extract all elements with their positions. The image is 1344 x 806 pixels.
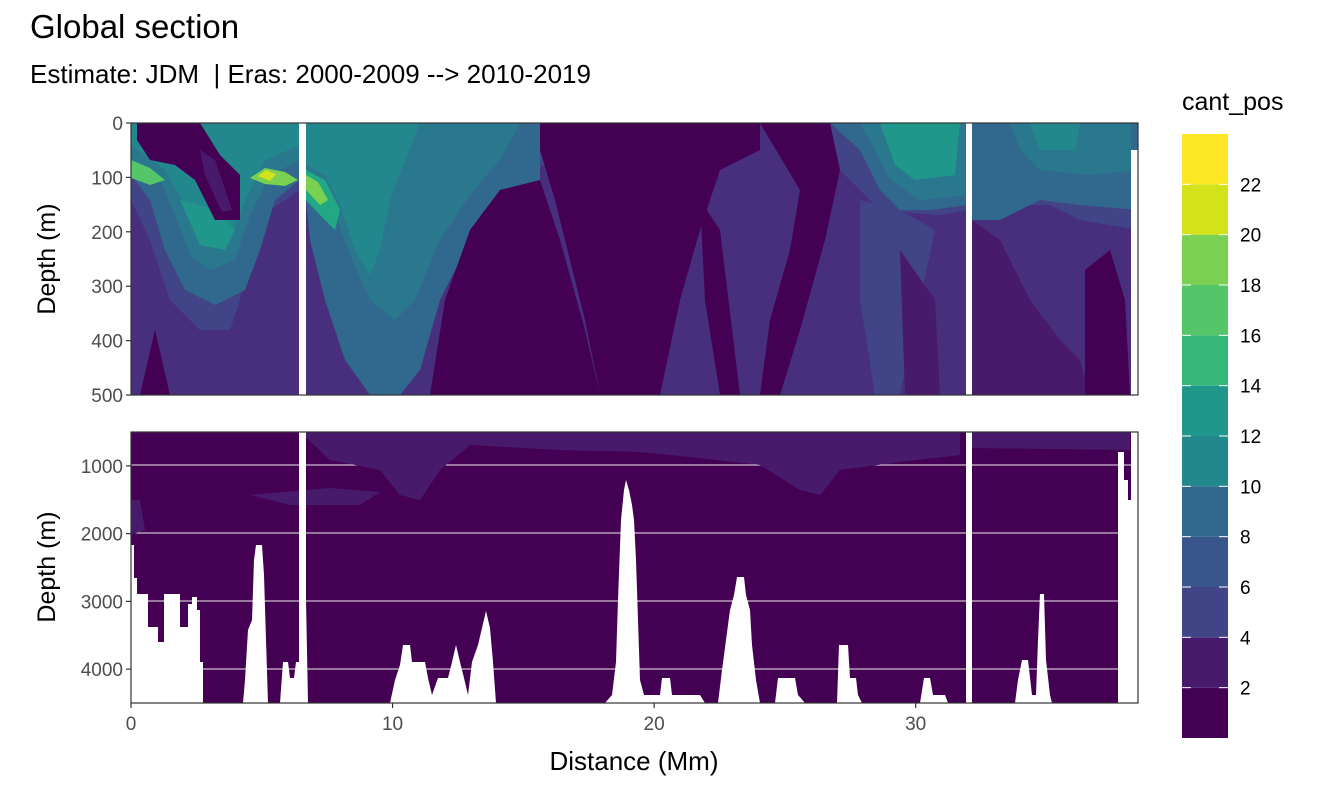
- colorbar-swatch: [1182, 587, 1228, 638]
- lower-gap-1: [299, 432, 306, 703]
- bathy-28mm: [837, 645, 862, 703]
- colorbar-swatch: [1182, 134, 1228, 185]
- colorbar-title: cant_pos: [1182, 88, 1283, 116]
- chart-subtitle: Estimate: JDM | Eras: 2000-2009 --> 2010…: [30, 59, 591, 89]
- colorbar-tick-label: 20: [1240, 226, 1261, 247]
- upper-band-mid-12: [306, 123, 420, 275]
- bathy-6mm: [280, 662, 300, 703]
- bathy-east-slope: [1118, 432, 1138, 703]
- bathymetry: [131, 432, 1138, 703]
- upper-central-column: [605, 180, 660, 395]
- upper-gap-2: [966, 123, 972, 395]
- upper-band-east-6: [860, 200, 935, 395]
- upper-gap-1: [299, 123, 306, 395]
- y-tick-label: 400: [91, 332, 123, 353]
- y-tick-label: 0: [112, 114, 123, 135]
- colorbar-tick-label: 6: [1240, 578, 1251, 599]
- upper-central-dome: [430, 180, 600, 395]
- colorbar-tick-label: 14: [1240, 377, 1262, 398]
- upper-edge-top: [1131, 123, 1138, 150]
- lower-panel: [131, 432, 1138, 703]
- bathy-31mm: [920, 678, 948, 703]
- colorbar-tick-label: 16: [1240, 326, 1261, 347]
- x-tick-label: 30: [905, 714, 926, 735]
- lower-west-patch: [131, 500, 145, 535]
- y-tick-label: 200: [91, 223, 123, 244]
- colorbar-swatch: [1182, 687, 1228, 738]
- colorbar: 2 4 6 8 10 12 14 16 18 20 22: [1182, 134, 1262, 738]
- upper-central-column-2: [700, 200, 740, 395]
- chart-title: Global section: [30, 8, 240, 45]
- lower-y-axis: 1000 2000 3000 4000: [81, 457, 131, 681]
- y-tick-label: 4000: [81, 660, 123, 681]
- bathy-35mm: [1015, 594, 1052, 703]
- upper-band-fareast-column: [1085, 250, 1130, 395]
- colorbar-swatch: [1182, 385, 1228, 436]
- colorbar-swatch: [1182, 285, 1228, 336]
- y-tick-label: 300: [91, 277, 123, 298]
- colorbar-tick-label: 10: [1240, 477, 1261, 498]
- upper-streak-west: [131, 160, 165, 185]
- lower-upper-band: [300, 432, 960, 500]
- lower-y-axis-label: Depth (m): [33, 511, 61, 622]
- y-tick-label: 500: [91, 386, 123, 407]
- colorbar-swatch: [1182, 486, 1228, 537]
- upper-central-column-3: [760, 123, 840, 395]
- bathy-ridge-5mm: [243, 545, 268, 703]
- upper-y-axis-label: Depth (m): [33, 203, 61, 314]
- bathy-ridge-23mm: [718, 577, 760, 703]
- y-tick-label: 3000: [81, 592, 123, 613]
- x-tick-label: 10: [382, 714, 403, 735]
- colorbar-swatch: [1182, 637, 1228, 688]
- upper-y-axis: 0 100 200 300 400 500: [91, 114, 131, 407]
- bathy-25mm: [775, 678, 805, 703]
- upper-panel-border: [130, 122, 1139, 396]
- lower-gap-2: [966, 432, 972, 703]
- bathy-ridge-12mm: [390, 611, 496, 703]
- colorbar-tick-label: 22: [1240, 175, 1261, 196]
- colorbar-swatch: [1182, 436, 1228, 487]
- colorbar-tick-label: 12: [1240, 427, 1261, 448]
- upper-west-column: [140, 330, 170, 395]
- y-tick-label: 2000: [81, 525, 123, 546]
- colorbar-swatch: [1182, 184, 1228, 235]
- upper-streak-5mm: [250, 168, 298, 186]
- upper-band-west-14: [180, 200, 235, 250]
- bathy-west: [131, 545, 203, 703]
- colorbar-swatch: [1182, 335, 1228, 386]
- upper-streak-7mm: [306, 175, 328, 205]
- y-tick-label: 100: [91, 168, 123, 189]
- lower-lens: [250, 488, 380, 505]
- upper-low-tongue-edge: [200, 150, 232, 212]
- x-tick-label: 20: [644, 714, 665, 735]
- upper-band-east-14: [880, 123, 960, 180]
- colorbar-tick-label: 2: [1240, 679, 1251, 700]
- lower-panel-border: [130, 431, 1139, 704]
- colorbar-swatch: [1182, 234, 1228, 285]
- bathy-ridge-19mm: [605, 480, 705, 703]
- colorbar-tick-label: 18: [1240, 276, 1261, 297]
- upper-band-east-low: [900, 250, 940, 395]
- upper-edge-gap: [1131, 150, 1138, 395]
- upper-band-fareast-12: [1030, 123, 1080, 150]
- colorbar-tick-label: 4: [1240, 628, 1251, 649]
- upper-low-tongue: [137, 123, 240, 220]
- colorbar-swatch: [1182, 536, 1228, 587]
- y-tick-label: 1000: [81, 457, 123, 478]
- lower-upper-band-east: [972, 432, 1130, 450]
- x-axis-label: Distance (Mm): [549, 746, 718, 776]
- colorbar-tick-label: 8: [1240, 528, 1251, 549]
- upper-panel: [131, 123, 1138, 395]
- upper-streak-5mm-peak: [258, 170, 276, 181]
- x-axis: 0 10 20 30: [126, 703, 926, 735]
- x-tick-label: 0: [126, 714, 137, 735]
- upper-band-fareast-low: [972, 220, 1090, 395]
